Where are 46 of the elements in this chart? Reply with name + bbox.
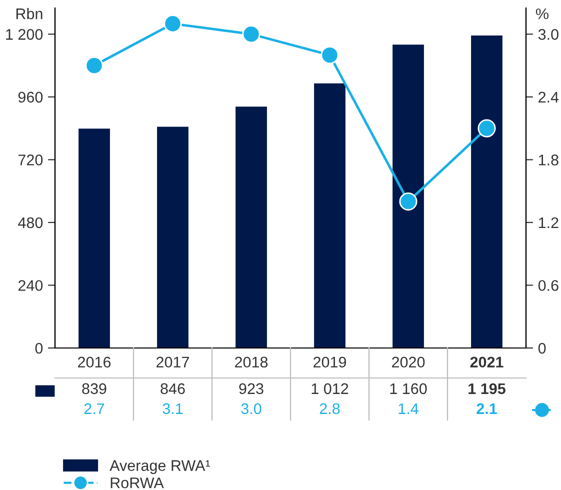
bar [78, 128, 110, 348]
legend-label: Average RWA¹ [110, 460, 210, 474]
data-label: 3.0 [241, 403, 262, 414]
data-label: 1 012 [312, 383, 348, 394]
point [399, 192, 418, 211]
data-label: 2.1 [476, 403, 497, 414]
bar [314, 83, 346, 348]
data-label: 2.7 [84, 403, 104, 414]
data-label: 3.1 [162, 403, 183, 414]
bar [471, 35, 502, 348]
x-tick-label: 2021 [470, 356, 504, 368]
y2-tick-label: 0.6 [538, 280, 558, 291]
x-tick-label: 2018 [235, 356, 268, 368]
point [478, 119, 496, 138]
data-label: 1 160 [390, 383, 427, 394]
y-tick-label: 720 [18, 154, 43, 166]
y-tick-label: 480 [18, 217, 43, 228]
point [85, 56, 104, 75]
data-label: 839 [82, 383, 106, 394]
y2-tick-label: 3.0 [538, 29, 558, 40]
x-tick-label: 2017 [156, 356, 189, 368]
bar [392, 44, 424, 348]
y-tick-label: 240 [18, 280, 43, 291]
y2-tick-label: 2.4 [538, 92, 559, 102]
data-label: 923 [239, 383, 264, 394]
data-label: 1.4 [398, 403, 418, 414]
point [320, 46, 339, 64]
point [242, 25, 260, 44]
bar [236, 106, 267, 348]
y-tick-label: 960 [18, 92, 43, 103]
data-label: 846 [160, 383, 185, 394]
y2-tick-label: 0 [538, 342, 546, 354]
point [164, 14, 182, 33]
y2-axis-title: % [536, 8, 548, 20]
y2-tick-label: 1.8 [538, 154, 558, 166]
y-tick-label: 0 [35, 342, 43, 354]
data-label: 1 195 [468, 383, 506, 394]
x-tick-label: 2020 [392, 356, 425, 368]
data-label: 2.8 [320, 403, 340, 414]
legend-label: RoRWA [110, 478, 164, 488]
x-tick-label: 2019 [314, 356, 346, 368]
y-tick-label: 1 200 [6, 29, 43, 40]
bar [157, 126, 188, 348]
y-axis-title: Rbn [16, 8, 42, 20]
y2-tick-label: 1.2 [538, 217, 558, 228]
x-tick-label: 2016 [78, 356, 111, 368]
